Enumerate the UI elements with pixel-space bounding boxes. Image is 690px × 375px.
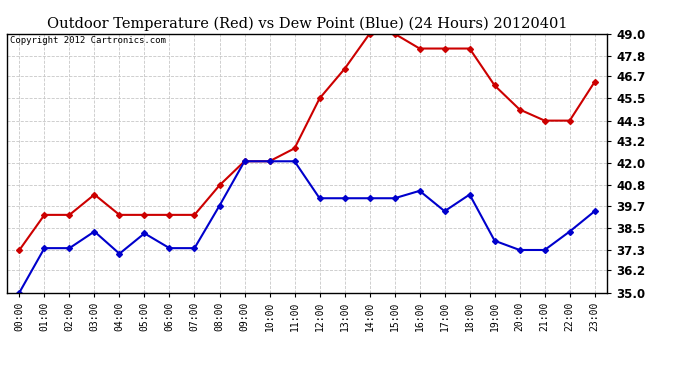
Title: Outdoor Temperature (Red) vs Dew Point (Blue) (24 Hours) 20120401: Outdoor Temperature (Red) vs Dew Point (… [47, 17, 567, 31]
Text: Copyright 2012 Cartronics.com: Copyright 2012 Cartronics.com [10, 36, 166, 45]
